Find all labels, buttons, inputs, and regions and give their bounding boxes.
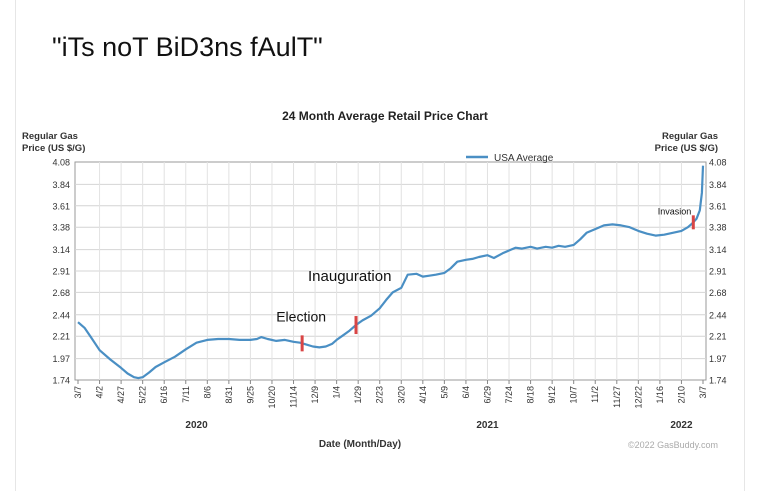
legend-label: USA Average bbox=[494, 153, 554, 164]
x-tick-label: 11/14 bbox=[289, 386, 299, 408]
y-label-right-line1: Regular Gas bbox=[662, 131, 718, 142]
x-tick-label: 9/25 bbox=[245, 386, 255, 404]
y-tick-label-left: 3.14 bbox=[52, 245, 70, 255]
x-tick-label: 4/27 bbox=[116, 386, 126, 404]
x-tick-label: 5/9 bbox=[439, 386, 449, 399]
y-tick-label-right: 2.21 bbox=[709, 332, 727, 342]
y-tick-label-right: 2.68 bbox=[709, 288, 727, 298]
y-tick-label-right: 1.74 bbox=[709, 376, 727, 386]
y-label-left-line1: Regular Gas bbox=[22, 131, 78, 142]
y-tick-label-right: 3.84 bbox=[709, 180, 727, 190]
x-tick-label: 2/23 bbox=[375, 386, 385, 404]
y-tick-label-left: 1.74 bbox=[52, 376, 70, 386]
y-tick-label-left: 4.08 bbox=[52, 158, 70, 168]
chart-title: 24 Month Average Retail Price Chart bbox=[282, 109, 488, 123]
x-tick-label: 12/22 bbox=[633, 386, 643, 409]
x-tick-label: 6/4 bbox=[461, 386, 471, 399]
y-tick-label-left: 3.38 bbox=[52, 223, 70, 233]
x-tick-label: 2/10 bbox=[676, 386, 686, 404]
y-tick-label-right: 3.61 bbox=[709, 201, 727, 211]
x-tick-label: 12/9 bbox=[310, 386, 320, 404]
x-tick-label: 11/2 bbox=[590, 386, 600, 403]
y-tick-label-right: 2.44 bbox=[709, 310, 727, 320]
x-tick-label: 4/2 bbox=[95, 386, 105, 399]
y-tick-label-left: 2.44 bbox=[52, 310, 70, 320]
x-tick-label: 8/31 bbox=[224, 386, 234, 404]
x-tick-label: 3/7 bbox=[73, 386, 83, 399]
x-tick-label: 9/12 bbox=[547, 386, 557, 404]
x-tick-label: 10/20 bbox=[267, 386, 277, 409]
x-tick-label: 10/7 bbox=[569, 386, 579, 404]
x-tick-label: 7/24 bbox=[504, 386, 514, 404]
annotation-label: Inauguration bbox=[308, 268, 391, 285]
credit-text: ©2022 GasBuddy.com bbox=[628, 440, 718, 450]
meme-caption: "iTs noT BiD3ns fAulT" bbox=[52, 32, 323, 62]
x-tick-label: 1/16 bbox=[655, 386, 665, 404]
y-label-right-line2: Price (US $/G) bbox=[655, 143, 718, 154]
x-tick-label: 3/7 bbox=[698, 386, 708, 399]
right-border bbox=[744, 0, 745, 491]
year-label: 2021 bbox=[476, 420, 499, 431]
series-group bbox=[77, 165, 705, 380]
y-tick-label-left: 2.91 bbox=[52, 267, 70, 277]
x-tick-label: 6/16 bbox=[159, 386, 169, 404]
x-tick-label: 11/27 bbox=[612, 386, 622, 408]
x-tick-label: 1/4 bbox=[332, 386, 342, 399]
y-tick-label-left: 2.68 bbox=[52, 288, 70, 298]
x-axis: 3/7 4/2 4/27 5/22 6/16 7/11 8/6 8/31 9/25 10/20 11… bbox=[73, 380, 708, 431]
year-label: 2022 bbox=[670, 420, 693, 431]
y-tick-label-left: 2.21 bbox=[52, 332, 70, 342]
x-tick-label: 5/22 bbox=[138, 386, 148, 404]
x-tick-label: 4/14 bbox=[418, 386, 428, 404]
y-tick-label-left: 3.84 bbox=[52, 180, 70, 190]
series-line-usa-average bbox=[77, 165, 705, 380]
y-tick-label-right: 1.97 bbox=[709, 354, 727, 364]
x-tick-label: 8/18 bbox=[526, 386, 536, 404]
x-axis-label: Date (Month/Day) bbox=[319, 439, 401, 450]
y-axis-right: 4.08 3.84 3.61 3.38 3.14 2.91 2.68 2.44 2.21 1.97… bbox=[709, 158, 727, 386]
annotation-label: Election bbox=[276, 308, 326, 324]
y-axis-left: 4.08 3.84 3.61 3.38 3.14 2.91 2.68 2.44 2.21 1.97… bbox=[52, 158, 70, 386]
left-border bbox=[15, 0, 16, 491]
y-tick-label-left: 3.61 bbox=[52, 201, 70, 211]
y-label-left-line2: Price (US $/G) bbox=[22, 143, 85, 154]
gridlines bbox=[75, 162, 706, 380]
year-label: 2020 bbox=[185, 420, 208, 431]
y-tick-label-right: 3.14 bbox=[709, 245, 727, 255]
x-tick-label: 3/20 bbox=[396, 386, 406, 404]
x-tick-label: 8/6 bbox=[202, 386, 212, 399]
y-tick-label-right: 2.91 bbox=[709, 267, 727, 277]
annotations: Election Inauguration Invasion bbox=[276, 206, 695, 352]
x-tick-label: 1/29 bbox=[353, 386, 363, 404]
y-tick-label-right: 3.38 bbox=[709, 223, 727, 233]
x-tick-label: 6/29 bbox=[482, 386, 492, 404]
y-tick-label-right: 4.08 bbox=[709, 158, 727, 168]
annotation-label: Invasion bbox=[658, 206, 692, 216]
y-tick-label-left: 1.97 bbox=[52, 354, 70, 364]
x-tick-label: 7/11 bbox=[181, 386, 191, 403]
